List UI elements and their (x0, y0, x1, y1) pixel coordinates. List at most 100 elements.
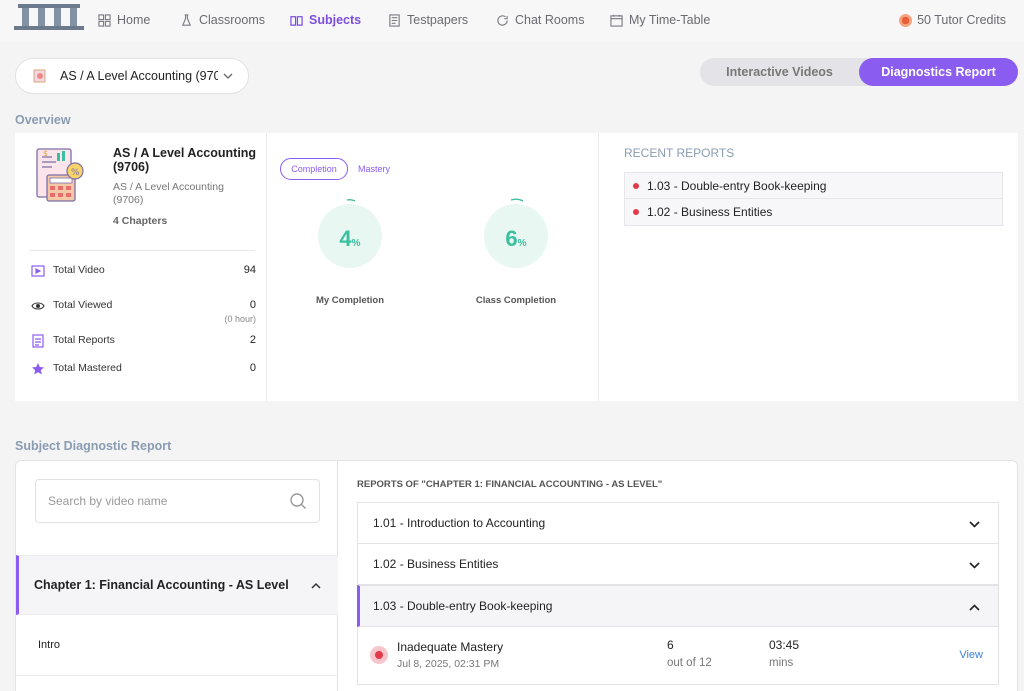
view-toggle: Interactive Videos Diagnostics Report (700, 58, 1018, 86)
overview-panel: $ % AS / A Level Accounting (9706) AS / … (15, 133, 1018, 401)
flask-icon (181, 13, 192, 26)
chevron-up-icon (969, 604, 980, 611)
stat-total-video: Total Video 94 (31, 264, 256, 278)
subject-select[interactable]: AS / A Level Accounting (9706) (15, 58, 249, 94)
view-link[interactable]: View (959, 649, 983, 661)
svg-text:%: % (71, 168, 80, 178)
recent-report-item[interactable]: 1.02 - Business Entities (625, 199, 1002, 225)
stat-label: Total Reports (53, 334, 115, 346)
class-completion-label: Class Completion (475, 295, 557, 306)
stat-value: 0 (0 hour) (224, 299, 256, 324)
coin-icon (899, 13, 913, 27)
recent-report-label: 1.02 - Business Entities (647, 205, 773, 219)
divider (30, 250, 255, 251)
nav-testpapers-label: Testpapers (407, 13, 469, 27)
nav-classrooms[interactable]: Classrooms (180, 13, 265, 27)
document-icon (389, 13, 400, 27)
nav-timetable[interactable]: My Time-Table (610, 13, 710, 27)
report-icon (32, 334, 44, 348)
tutor-credits[interactable]: 50 Tutor Credits (899, 13, 1006, 27)
stat-value: 2 (249, 334, 256, 346)
report-date: Jul 8, 2025, 02:31 PM (397, 658, 500, 670)
star-icon (32, 363, 44, 375)
subject-select-value: AS / A Level Accounting (9706) (60, 69, 218, 83)
percent-sign: % (517, 238, 527, 249)
intro-label: Intro (38, 639, 61, 651)
tutor-credits-label: 50 Tutor Credits (917, 13, 1006, 27)
status-dot (633, 209, 639, 215)
status-dot-icon (370, 646, 388, 664)
chapter-sidebar: Search by video name Chapter 1: Financia… (16, 461, 338, 691)
stat-label: Total Video (53, 264, 105, 276)
chevron-up-icon (311, 582, 321, 589)
recent-reports-list: 1.03 - Double-entry Book-keeping 1.02 - … (624, 172, 1003, 226)
eye-icon (31, 302, 45, 310)
stat-total-reports: Total Reports 2 (31, 334, 256, 348)
tab-interactive-videos[interactable]: Interactive Videos (726, 65, 833, 79)
report-out-of: out of 12 (667, 657, 712, 669)
my-completion-label: My Completion (315, 295, 385, 306)
stat-label: Total Mastered (53, 362, 122, 374)
calendar-icon (610, 14, 623, 27)
nav-subjects[interactable]: Subjects (290, 13, 361, 27)
subject-icon (33, 69, 46, 83)
class-completion-number: 6 (505, 226, 518, 251)
search-icon[interactable] (289, 492, 307, 510)
accounting-icon: $ % (36, 148, 84, 202)
report-time: 03:45 (769, 638, 800, 652)
reports-heading: REPORTS OF "CHAPTER 1: FINANCIAL ACCOUNT… (357, 479, 663, 490)
nav-testpapers[interactable]: Testpapers (388, 13, 468, 27)
accordion-item-open[interactable]: 1.03 - Double-entry Book-keeping (357, 585, 999, 627)
grid-icon (98, 13, 111, 27)
overview-title: Overview (15, 113, 71, 127)
tab-diagnostics-report[interactable]: Diagnostics Report (859, 58, 1018, 86)
accordion-item[interactable]: 1.01 - Introduction to Accounting (357, 502, 999, 544)
nav-classrooms-label: Classrooms (199, 13, 265, 27)
nav-home[interactable]: Home (98, 13, 150, 27)
viewed-hours: (0 hour) (224, 314, 256, 324)
recent-report-item[interactable]: 1.03 - Double-entry Book-keeping (625, 173, 1002, 199)
logo[interactable] (14, 0, 84, 30)
subject-summary: $ % AS / A Level Accounting (9706) AS / … (15, 133, 267, 401)
percent-sign: % (351, 238, 361, 249)
search-input[interactable]: Search by video name (35, 479, 320, 523)
stat-total-mastered: Total Mastered 0 (31, 362, 256, 376)
intro-item[interactable]: Intro (16, 615, 338, 676)
nav-home-label: Home (117, 13, 151, 27)
chat-icon (497, 14, 508, 26)
stat-value: 94 (243, 264, 256, 276)
diagnostic-title: Subject Diagnostic Report (15, 439, 172, 453)
recent-report-label: 1.03 - Double-entry Book-keeping (647, 178, 827, 193)
completion-panel: Completion Mastery 4% My Completion 6% C… (268, 133, 599, 401)
chevron-down-icon (969, 521, 980, 528)
progress-ring (484, 198, 548, 268)
chapter-label: Chapter 1: Financial Accounting - AS Lev… (34, 578, 289, 592)
subject-subtitle: AS / A Level Accounting (9706) (113, 181, 224, 206)
diagnostic-panel: Search by video name Chapter 1: Financia… (15, 460, 1018, 691)
accordion-label: 1.01 - Introduction to Accounting (373, 516, 546, 530)
tab-completion[interactable]: Completion (280, 158, 348, 180)
accordion-label: 1.03 - Double-entry Book-keeping (373, 599, 553, 613)
subject-name: AS / A Level Accounting (9706) (113, 146, 257, 174)
class-completion-value: 6% (483, 226, 549, 252)
accordion-label: 1.02 - Business Entities (373, 557, 499, 571)
viewed-count: 0 (249, 299, 256, 311)
chapter-item[interactable]: Chapter 1: Financial Accounting - AS Lev… (16, 555, 338, 615)
my-completion-ring: 4% (317, 198, 383, 270)
accordion-item[interactable]: 1.02 - Business Entities (357, 543, 999, 585)
report-time-unit: mins (769, 657, 794, 669)
my-completion-value: 4% (317, 226, 383, 252)
search-placeholder: Search by video name (48, 494, 168, 508)
nav-timetable-label: My Time-Table (629, 13, 711, 27)
nav-chat-rooms[interactable]: Chat Rooms (496, 13, 584, 27)
tab-mastery[interactable]: Mastery (357, 164, 390, 174)
recent-reports-title: RECENT REPORTS (624, 146, 735, 160)
stat-label: Total Viewed (53, 299, 113, 311)
chevron-down-icon (969, 562, 980, 569)
stat-value: 0 (249, 362, 256, 374)
video-icon (31, 265, 45, 277)
status-dot (633, 182, 639, 189)
recent-reports-panel: RECENT REPORTS 1.03 - Double-entry Book-… (600, 133, 1018, 401)
my-completion-number: 4 (339, 226, 352, 251)
report-status: Inadequate Mastery (397, 640, 504, 654)
